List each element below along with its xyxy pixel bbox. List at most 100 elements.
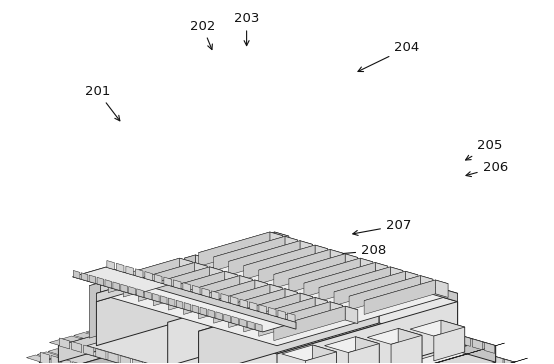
Polygon shape (364, 280, 448, 304)
Polygon shape (441, 320, 465, 352)
Polygon shape (319, 267, 403, 291)
Polygon shape (89, 282, 115, 290)
Polygon shape (429, 337, 438, 350)
Polygon shape (259, 249, 343, 274)
Polygon shape (434, 327, 465, 361)
Polygon shape (137, 289, 143, 297)
Polygon shape (312, 345, 336, 364)
Polygon shape (412, 321, 422, 332)
Polygon shape (461, 347, 470, 360)
Polygon shape (302, 290, 312, 301)
Polygon shape (424, 361, 444, 364)
Polygon shape (113, 330, 136, 337)
Polygon shape (264, 232, 289, 240)
Polygon shape (472, 350, 481, 363)
Polygon shape (270, 232, 283, 249)
Polygon shape (214, 236, 297, 261)
Polygon shape (289, 258, 373, 282)
Polygon shape (451, 344, 460, 356)
Polygon shape (214, 289, 297, 313)
Polygon shape (108, 258, 179, 293)
Polygon shape (386, 325, 395, 338)
Polygon shape (232, 316, 238, 325)
Polygon shape (137, 269, 162, 276)
Polygon shape (230, 296, 238, 305)
Polygon shape (116, 278, 130, 335)
Polygon shape (436, 328, 446, 339)
Polygon shape (116, 263, 124, 272)
Polygon shape (285, 236, 297, 254)
Polygon shape (330, 302, 343, 319)
Polygon shape (364, 280, 435, 314)
Polygon shape (106, 267, 296, 329)
Polygon shape (153, 271, 225, 306)
Polygon shape (365, 318, 373, 331)
Polygon shape (248, 237, 273, 244)
Polygon shape (110, 322, 130, 328)
Polygon shape (278, 294, 287, 306)
Polygon shape (132, 359, 142, 364)
Polygon shape (315, 245, 328, 262)
Polygon shape (173, 280, 181, 289)
Polygon shape (255, 323, 262, 332)
Polygon shape (229, 241, 312, 265)
Polygon shape (244, 245, 328, 269)
Polygon shape (484, 343, 495, 353)
Polygon shape (244, 245, 315, 280)
Polygon shape (200, 250, 211, 306)
Polygon shape (39, 293, 515, 364)
Polygon shape (198, 232, 283, 256)
Polygon shape (73, 270, 80, 279)
Polygon shape (225, 271, 238, 289)
Polygon shape (387, 314, 397, 325)
Polygon shape (300, 293, 312, 310)
Polygon shape (345, 254, 358, 271)
Text: 205: 205 (465, 139, 502, 160)
Polygon shape (227, 246, 242, 302)
Polygon shape (224, 314, 230, 323)
Polygon shape (214, 289, 285, 323)
Polygon shape (188, 308, 211, 315)
Polygon shape (420, 276, 433, 293)
Polygon shape (74, 332, 94, 339)
Polygon shape (107, 261, 115, 270)
Polygon shape (121, 273, 132, 329)
Polygon shape (360, 258, 373, 276)
Polygon shape (214, 236, 285, 271)
Polygon shape (183, 280, 268, 304)
Polygon shape (391, 335, 422, 364)
Polygon shape (379, 279, 458, 346)
Polygon shape (277, 362, 515, 364)
Polygon shape (424, 325, 434, 336)
Text: 210: 210 (208, 310, 243, 343)
Polygon shape (440, 341, 449, 353)
Polygon shape (259, 237, 273, 293)
Polygon shape (96, 241, 458, 346)
Polygon shape (183, 282, 191, 292)
Polygon shape (208, 309, 214, 318)
Polygon shape (300, 300, 309, 313)
Polygon shape (161, 296, 167, 304)
Polygon shape (171, 304, 191, 310)
Polygon shape (300, 241, 312, 258)
Polygon shape (315, 297, 328, 315)
Polygon shape (345, 306, 358, 324)
Polygon shape (277, 282, 496, 362)
Polygon shape (274, 254, 358, 278)
Polygon shape (156, 317, 179, 324)
Polygon shape (244, 297, 315, 332)
Polygon shape (91, 336, 114, 343)
Polygon shape (89, 282, 100, 338)
Polygon shape (135, 269, 143, 278)
Polygon shape (255, 280, 268, 297)
Polygon shape (96, 249, 348, 322)
Polygon shape (319, 267, 390, 301)
Polygon shape (98, 325, 118, 331)
Polygon shape (448, 354, 468, 360)
Polygon shape (240, 299, 248, 308)
Polygon shape (97, 277, 104, 286)
Polygon shape (86, 329, 106, 335)
Polygon shape (343, 312, 352, 325)
Polygon shape (167, 314, 189, 321)
Polygon shape (168, 260, 194, 267)
